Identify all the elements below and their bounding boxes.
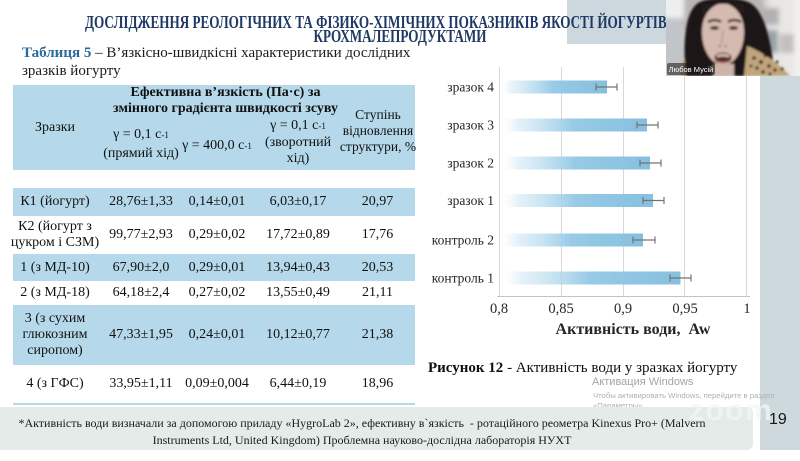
svg-text:зразок 2: зразок 2: [447, 156, 494, 171]
svg-text:0,95: 0,95: [672, 301, 697, 317]
svg-text:Активність води, Aw: Активність води, Aw: [556, 321, 711, 338]
svg-text:Любов Мусій: Любов Мусій: [669, 65, 714, 74]
svg-text:1: 1: [743, 301, 750, 317]
svg-text:зразок 4: зразок 4: [447, 80, 494, 95]
svg-text:контроль 2: контроль 2: [432, 233, 494, 248]
svg-text:0,85: 0,85: [548, 301, 573, 317]
svg-text:0,8: 0,8: [490, 301, 508, 317]
svg-text:контроль 1: контроль 1: [432, 271, 494, 286]
svg-text:0,9: 0,9: [614, 301, 632, 317]
svg-text:зразок 1: зразок 1: [447, 193, 494, 208]
svg-text:зразок 3: зразок 3: [447, 118, 494, 133]
